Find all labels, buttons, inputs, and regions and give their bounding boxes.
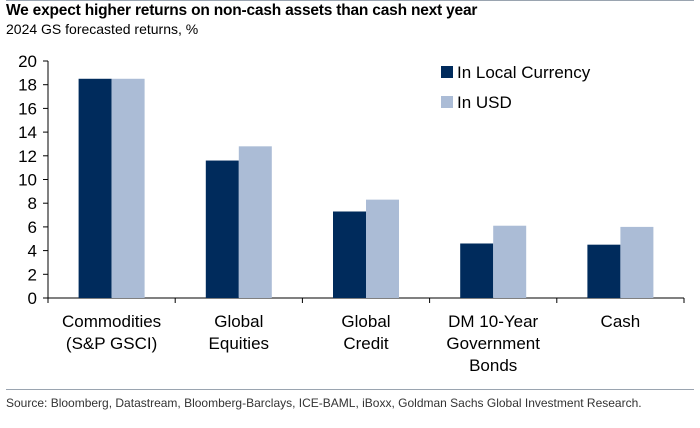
- x-category-label: Commodities: [62, 312, 161, 331]
- x-category-label: Government: [446, 334, 540, 353]
- chart-title: We expect higher returns on non-cash ass…: [6, 2, 478, 19]
- bar-local-currency: [78, 78, 112, 299]
- x-category-label: Credit: [343, 334, 389, 353]
- bar-local-currency: [333, 211, 366, 298]
- x-category-label: Global: [214, 312, 263, 331]
- y-tick-label: 6: [28, 218, 37, 237]
- chart-subtitle: 2024 GS forecasted returns, %: [6, 21, 199, 37]
- x-category-label: Cash: [601, 312, 641, 331]
- y-tick-label: 14: [18, 123, 37, 142]
- bar-chart: 0 2 4 6 8 10 12 14 16 18 20 Commodities (S&P GSCI) Gl…: [18, 52, 685, 375]
- x-category-label: DM 10-Year: [448, 312, 538, 331]
- x-category-label: Equities: [209, 334, 269, 353]
- y-tick-label: 16: [18, 99, 37, 118]
- bar-usd: [111, 78, 145, 299]
- bar-local-currency: [205, 160, 239, 298]
- bar-usd: [493, 225, 527, 298]
- y-tick-label: 10: [18, 171, 37, 190]
- bar-local-currency: [587, 244, 621, 298]
- y-tick-label: 2: [28, 265, 37, 284]
- legend-label: In Local Currency: [457, 63, 591, 82]
- legend-swatch: [441, 96, 453, 108]
- y-tick-label: 0: [28, 289, 37, 308]
- bar-usd: [620, 226, 654, 298]
- source-note: Source: Bloomberg, Datastream, Bloomberg…: [6, 396, 642, 410]
- bar-usd: [238, 146, 272, 298]
- x-category-label: Global: [341, 312, 390, 331]
- source-rule: [6, 389, 694, 390]
- y-tick-label: 18: [18, 76, 37, 95]
- bar-local-currency: [460, 243, 494, 298]
- y-tick-label: 8: [28, 194, 37, 213]
- bar-usd: [366, 199, 399, 298]
- y-tick-label: 12: [18, 147, 37, 166]
- y-tick-label: 4: [28, 242, 37, 261]
- legend-label: In USD: [457, 93, 512, 112]
- y-tick-label: 20: [18, 52, 37, 71]
- legend-swatch: [441, 66, 453, 78]
- top-rule: [6, 0, 694, 1]
- x-category-label: (S&P GSCI): [66, 334, 157, 353]
- x-category-label: Bonds: [469, 356, 517, 375]
